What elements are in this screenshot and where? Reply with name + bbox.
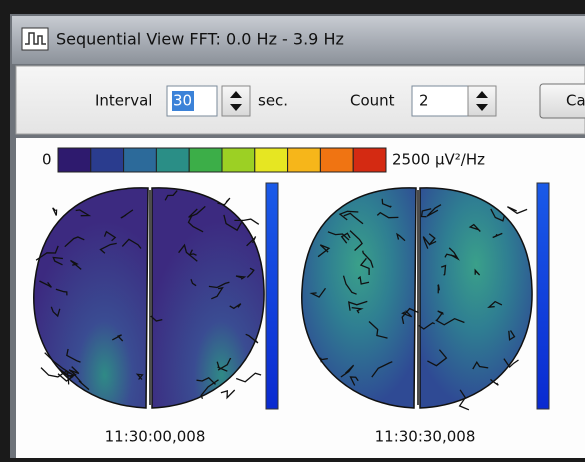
interval-value: 30 [173, 92, 192, 110]
colorbar-segment [320, 148, 353, 172]
colorbar-segment [156, 148, 189, 172]
colorbar-segment [124, 148, 157, 172]
count-value: 2 [419, 92, 429, 110]
colorbar-segment [255, 148, 288, 172]
colorbar-segment [91, 148, 124, 172]
colorbar-segment [353, 148, 386, 172]
colorbar-segment [189, 148, 222, 172]
scale-bar [266, 183, 278, 409]
interval-unit: sec. [258, 92, 288, 110]
timestamp: 11:30:30,008 [375, 428, 476, 446]
timestamp: 11:30:00,008 [105, 428, 206, 446]
screenshot: Sequential View FFT: 0.0 Hz - 3.9 Hz Int… [0, 0, 585, 458]
interval-label: Interval [95, 92, 152, 110]
colorbar [58, 148, 386, 172]
colorbar-max: 2500 µV²/Hz [392, 151, 485, 169]
colorbar-segment [58, 148, 91, 172]
count-label: Count [350, 92, 395, 110]
window-title: Sequential View FFT: 0.0 Hz - 3.9 Hz [56, 30, 344, 49]
scale-bar [537, 183, 549, 409]
colorbar-segment [288, 148, 321, 172]
interval-spinner[interactable] [222, 86, 250, 116]
colorbar-min: 0 [42, 151, 52, 169]
cancel-button-label: Ca [566, 92, 585, 110]
app-icon [22, 28, 48, 50]
count-spinner[interactable] [468, 86, 496, 116]
colorbar-segment [222, 148, 255, 172]
